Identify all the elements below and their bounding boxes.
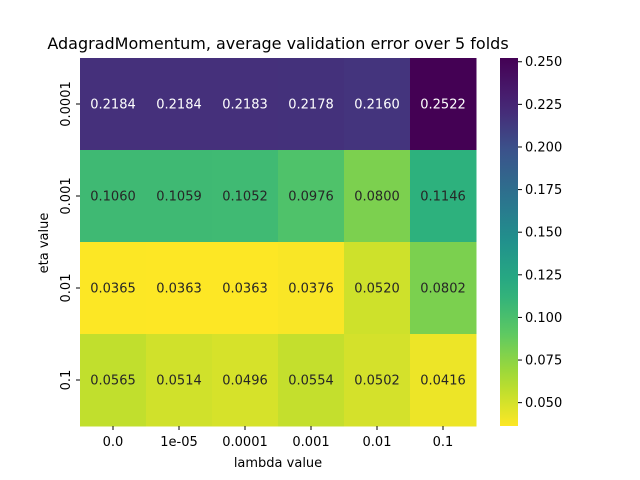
heatmap-cell: [146, 150, 213, 243]
heatmap-cell: [344, 334, 411, 427]
colorbar-tick-label: 0.050: [525, 396, 562, 411]
colorbar-tick-label: 0.125: [525, 268, 562, 283]
cell-value-label: 0.0363: [156, 282, 202, 297]
cell-value-label: 0.2160: [354, 98, 400, 113]
y-tick-label: 0.001: [59, 177, 74, 214]
colorbar-tick-label: 0.150: [525, 226, 562, 241]
heatmap-cell: [344, 150, 411, 243]
cell-value-label: 0.1146: [420, 190, 466, 205]
heatmap-cell: [344, 58, 411, 151]
y-axis-label: eta value: [37, 213, 52, 274]
cell-value-label: 0.2184: [156, 98, 202, 113]
x-tick-label: 0.01: [363, 435, 392, 450]
heatmap-cell: [278, 242, 345, 335]
x-tick-label: 0.1: [433, 435, 454, 450]
cell-value-label: 0.0496: [222, 374, 268, 389]
y-tick-label: 0.1: [59, 370, 74, 391]
cell-value-label: 0.2183: [222, 98, 268, 113]
colorbar-tick-label: 0.100: [525, 311, 562, 326]
cell-value-label: 0.1059: [156, 190, 202, 205]
cell-value-label: 0.0514: [156, 374, 202, 389]
colorbar-gradient: [500, 58, 518, 426]
colorbar: 0.050 0.075 0.100 0.125 0.150 0.175 0.200 0.225…: [500, 55, 562, 426]
cell-value-label: 0.0365: [90, 282, 136, 297]
cell-value-label: 0.0416: [420, 374, 466, 389]
x-axis-ticks: 0.0 1e-05 0.0001 0.001 0.01 0.1: [103, 426, 454, 450]
heatmap-cells: [80, 58, 477, 427]
heatmap-cell: [212, 242, 279, 335]
heatmap-cell: [80, 242, 147, 335]
heatmap-cell: [410, 242, 477, 335]
heatmap-cell: [344, 242, 411, 335]
heatmap-cell-labels: 0.2184 0.2184 0.2183 0.2178 0.2160 0.2522 0.10…: [90, 98, 466, 389]
cell-value-label: 0.2184: [90, 98, 136, 113]
cell-value-label: 0.0363: [222, 282, 268, 297]
heatmap-cell: [278, 150, 345, 243]
heatmap-cell: [278, 334, 345, 427]
x-tick-label: 0.0001: [222, 435, 268, 450]
cell-value-label: 0.0800: [354, 190, 400, 205]
chart-title: AdagradMomentum, average validation erro…: [47, 34, 508, 53]
colorbar-tick-label: 0.175: [525, 183, 562, 198]
y-axis-ticks: 0.0001 0.001 0.01 0.1: [59, 81, 80, 390]
heatmap-cell: [410, 58, 477, 151]
heatmap-cell: [146, 242, 213, 335]
heatmap-cell: [146, 334, 213, 427]
cell-value-label: 0.1060: [90, 190, 136, 205]
cell-value-label: 0.2522: [420, 98, 466, 113]
x-tick-label: 1e-05: [160, 435, 198, 450]
x-axis-label: lambda value: [234, 456, 322, 471]
cell-value-label: 0.1052: [222, 190, 268, 205]
heatmap-cell: [410, 334, 477, 427]
heatmap-cell: [146, 58, 213, 151]
heatmap-cell: [80, 334, 147, 427]
cell-value-label: 0.0802: [420, 282, 466, 297]
x-tick-label: 0.0: [103, 435, 124, 450]
x-tick-label: 0.001: [292, 435, 329, 450]
colorbar-tick-label: 0.075: [525, 354, 562, 369]
heatmap-cell: [212, 150, 279, 243]
colorbar-tick-label: 0.250: [525, 55, 562, 70]
cell-value-label: 0.0565: [90, 374, 136, 389]
y-tick-label: 0.01: [59, 274, 74, 303]
cell-value-label: 0.0520: [354, 282, 400, 297]
heatmap-cell: [278, 58, 345, 151]
heatmap-cell: [410, 150, 477, 243]
cell-value-label: 0.0502: [354, 374, 400, 389]
heatmap-cell: [212, 58, 279, 151]
cell-value-label: 0.2178: [288, 98, 334, 113]
heatmap-cell: [80, 58, 147, 151]
heatmap-cell: [212, 334, 279, 427]
colorbar-tick-label: 0.225: [525, 98, 562, 113]
cell-value-label: 0.0554: [288, 374, 334, 389]
colorbar-tick-label: 0.200: [525, 140, 562, 155]
cell-value-label: 0.0376: [288, 282, 334, 297]
y-tick-label: 0.0001: [59, 81, 74, 127]
heatmap-cell: [80, 150, 147, 243]
cell-value-label: 0.0976: [288, 190, 334, 205]
